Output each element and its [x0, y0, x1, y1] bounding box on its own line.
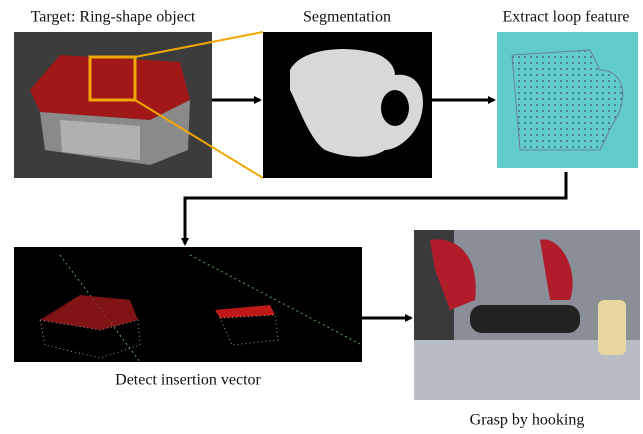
- caption: Detect insertion vector: [115, 372, 261, 389]
- caption: Grasp by hooking: [470, 412, 585, 429]
- insertion-vector-panel: [14, 247, 362, 362]
- segmentation-panel: [263, 32, 432, 178]
- figure: Target: Ring-shape object Segmentation E…: [0, 0, 643, 434]
- caption: Extract loop feature: [502, 9, 629, 26]
- robot-photo: [414, 230, 640, 400]
- caption: Target: Ring-shape object: [31, 9, 196, 26]
- loop-feature-panel: [497, 32, 638, 168]
- caption: Segmentation: [303, 9, 391, 26]
- scene-panel: [14, 32, 212, 178]
